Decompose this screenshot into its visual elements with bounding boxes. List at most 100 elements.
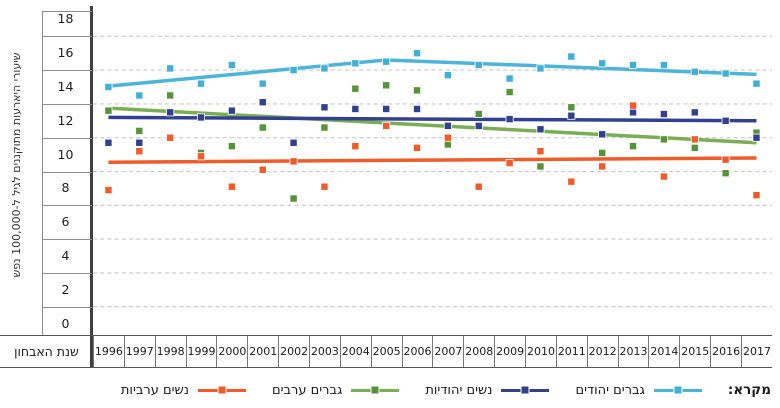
data-point: [721, 69, 730, 78]
data-point: [690, 143, 699, 152]
y-tick-label: 6: [61, 214, 70, 230]
x-tick-label: 2000: [216, 336, 247, 367]
data-point: [536, 125, 545, 134]
series-marker-icon: [217, 385, 227, 395]
data-point: [629, 61, 638, 70]
data-point: [443, 121, 452, 130]
legend-item-label: גברים יהודים: [575, 382, 645, 398]
data-point: [258, 98, 267, 107]
tick-cell-separator: [42, 306, 92, 308]
y-tick-label: 8: [61, 180, 70, 196]
data-point: [536, 147, 545, 156]
y-tick-label: 10: [57, 146, 74, 162]
data-point: [382, 121, 391, 130]
data-point: [289, 66, 298, 75]
x-tick-label: 2008: [463, 336, 494, 367]
y-axis-title: שיעורי היארעות מתוקננים לגיל ל-100,000 נ…: [10, 52, 23, 278]
data-point: [721, 155, 730, 164]
data-point: [104, 106, 113, 115]
data-point: [505, 88, 514, 97]
data-point: [104, 83, 113, 92]
data-point: [289, 138, 298, 147]
tick-column-border: [42, 11, 43, 335]
data-point: [413, 104, 422, 113]
data-point: [567, 52, 576, 61]
data-point: [351, 104, 360, 113]
data-point: [197, 113, 206, 122]
data-point: [443, 140, 452, 149]
x-tick-label: 2005: [370, 336, 402, 367]
data-point: [351, 84, 360, 93]
data-point: [135, 138, 144, 147]
y-tick-label: 18: [57, 11, 74, 27]
series-marker-icon: [673, 385, 683, 395]
data-point: [629, 108, 638, 117]
data-point: [227, 182, 236, 191]
data-point: [474, 182, 483, 191]
tick-cell-separator: [42, 171, 92, 173]
data-point: [505, 74, 514, 83]
data-point: [227, 106, 236, 115]
legend-item-label: גברים ערבים: [271, 382, 343, 398]
data-point: [382, 104, 391, 113]
x-axis-title: שנת האבחון: [14, 344, 79, 359]
x-axis-row: שנת האבחון 1996 1997 1998 1999 2000 2001 2002 2…: [0, 335, 772, 368]
trend-line-0: [108, 58, 757, 88]
y-tick-label: 0: [61, 315, 70, 331]
data-point: [351, 142, 360, 151]
x-tick-label: 2015: [679, 336, 710, 367]
plot-area: [93, 35, 772, 308]
y-tick-label: 16: [57, 45, 74, 61]
series-line-icon: [653, 385, 702, 395]
data-point: [320, 103, 329, 112]
trend-line-2: [108, 106, 757, 145]
tick-cell-separator: [42, 205, 92, 207]
x-tick-label: 2011: [555, 336, 587, 367]
data-point: [443, 133, 452, 142]
trend-line-3: [108, 156, 757, 164]
data-point: [629, 142, 638, 151]
x-tick-label: 2012: [586, 336, 618, 367]
y-tick-label: 14: [57, 79, 74, 94]
data-point: [659, 61, 668, 70]
x-tick-label: 2009: [494, 336, 525, 367]
series-line-icon: [501, 385, 550, 395]
x-tick-label: 2013: [617, 336, 649, 367]
tick-cell-separator: [42, 11, 92, 12]
data-point: [351, 59, 360, 68]
data-point: [690, 135, 699, 144]
data-point: [413, 86, 422, 95]
data-point: [135, 91, 144, 100]
legend-title: מקרא:: [727, 382, 771, 398]
x-tick-label: 2017: [741, 336, 772, 367]
x-tick-label: 1998: [154, 336, 186, 367]
data-point: [659, 110, 668, 119]
data-point: [227, 61, 236, 70]
data-point: [166, 108, 175, 117]
x-tick-label: 2016: [710, 336, 741, 367]
data-point: [258, 165, 267, 174]
data-point: [320, 123, 329, 132]
legend-item-label: נשים יהודיות: [425, 382, 493, 398]
series-line-icon: [197, 385, 246, 395]
data-point: [382, 81, 391, 90]
x-tick-label: 1997: [123, 336, 155, 367]
data-point: [567, 103, 576, 112]
data-point: [227, 142, 236, 151]
legend-item: נשים ערביות: [121, 383, 246, 398]
data-point: [659, 172, 668, 181]
y-tick-label: 2: [61, 281, 70, 297]
data-point: [135, 126, 144, 135]
data-point: [382, 57, 391, 66]
data-point: [505, 115, 514, 124]
data-point: [258, 123, 267, 132]
data-point: [752, 79, 761, 88]
data-point: [443, 71, 452, 80]
x-tick-label: 2014: [648, 336, 679, 367]
data-point: [135, 147, 144, 156]
x-tick-label: 1996: [93, 336, 124, 367]
data-point: [721, 169, 730, 178]
x-tick-label: 2001: [247, 336, 278, 367]
x-tick-label: 1999: [185, 336, 217, 367]
